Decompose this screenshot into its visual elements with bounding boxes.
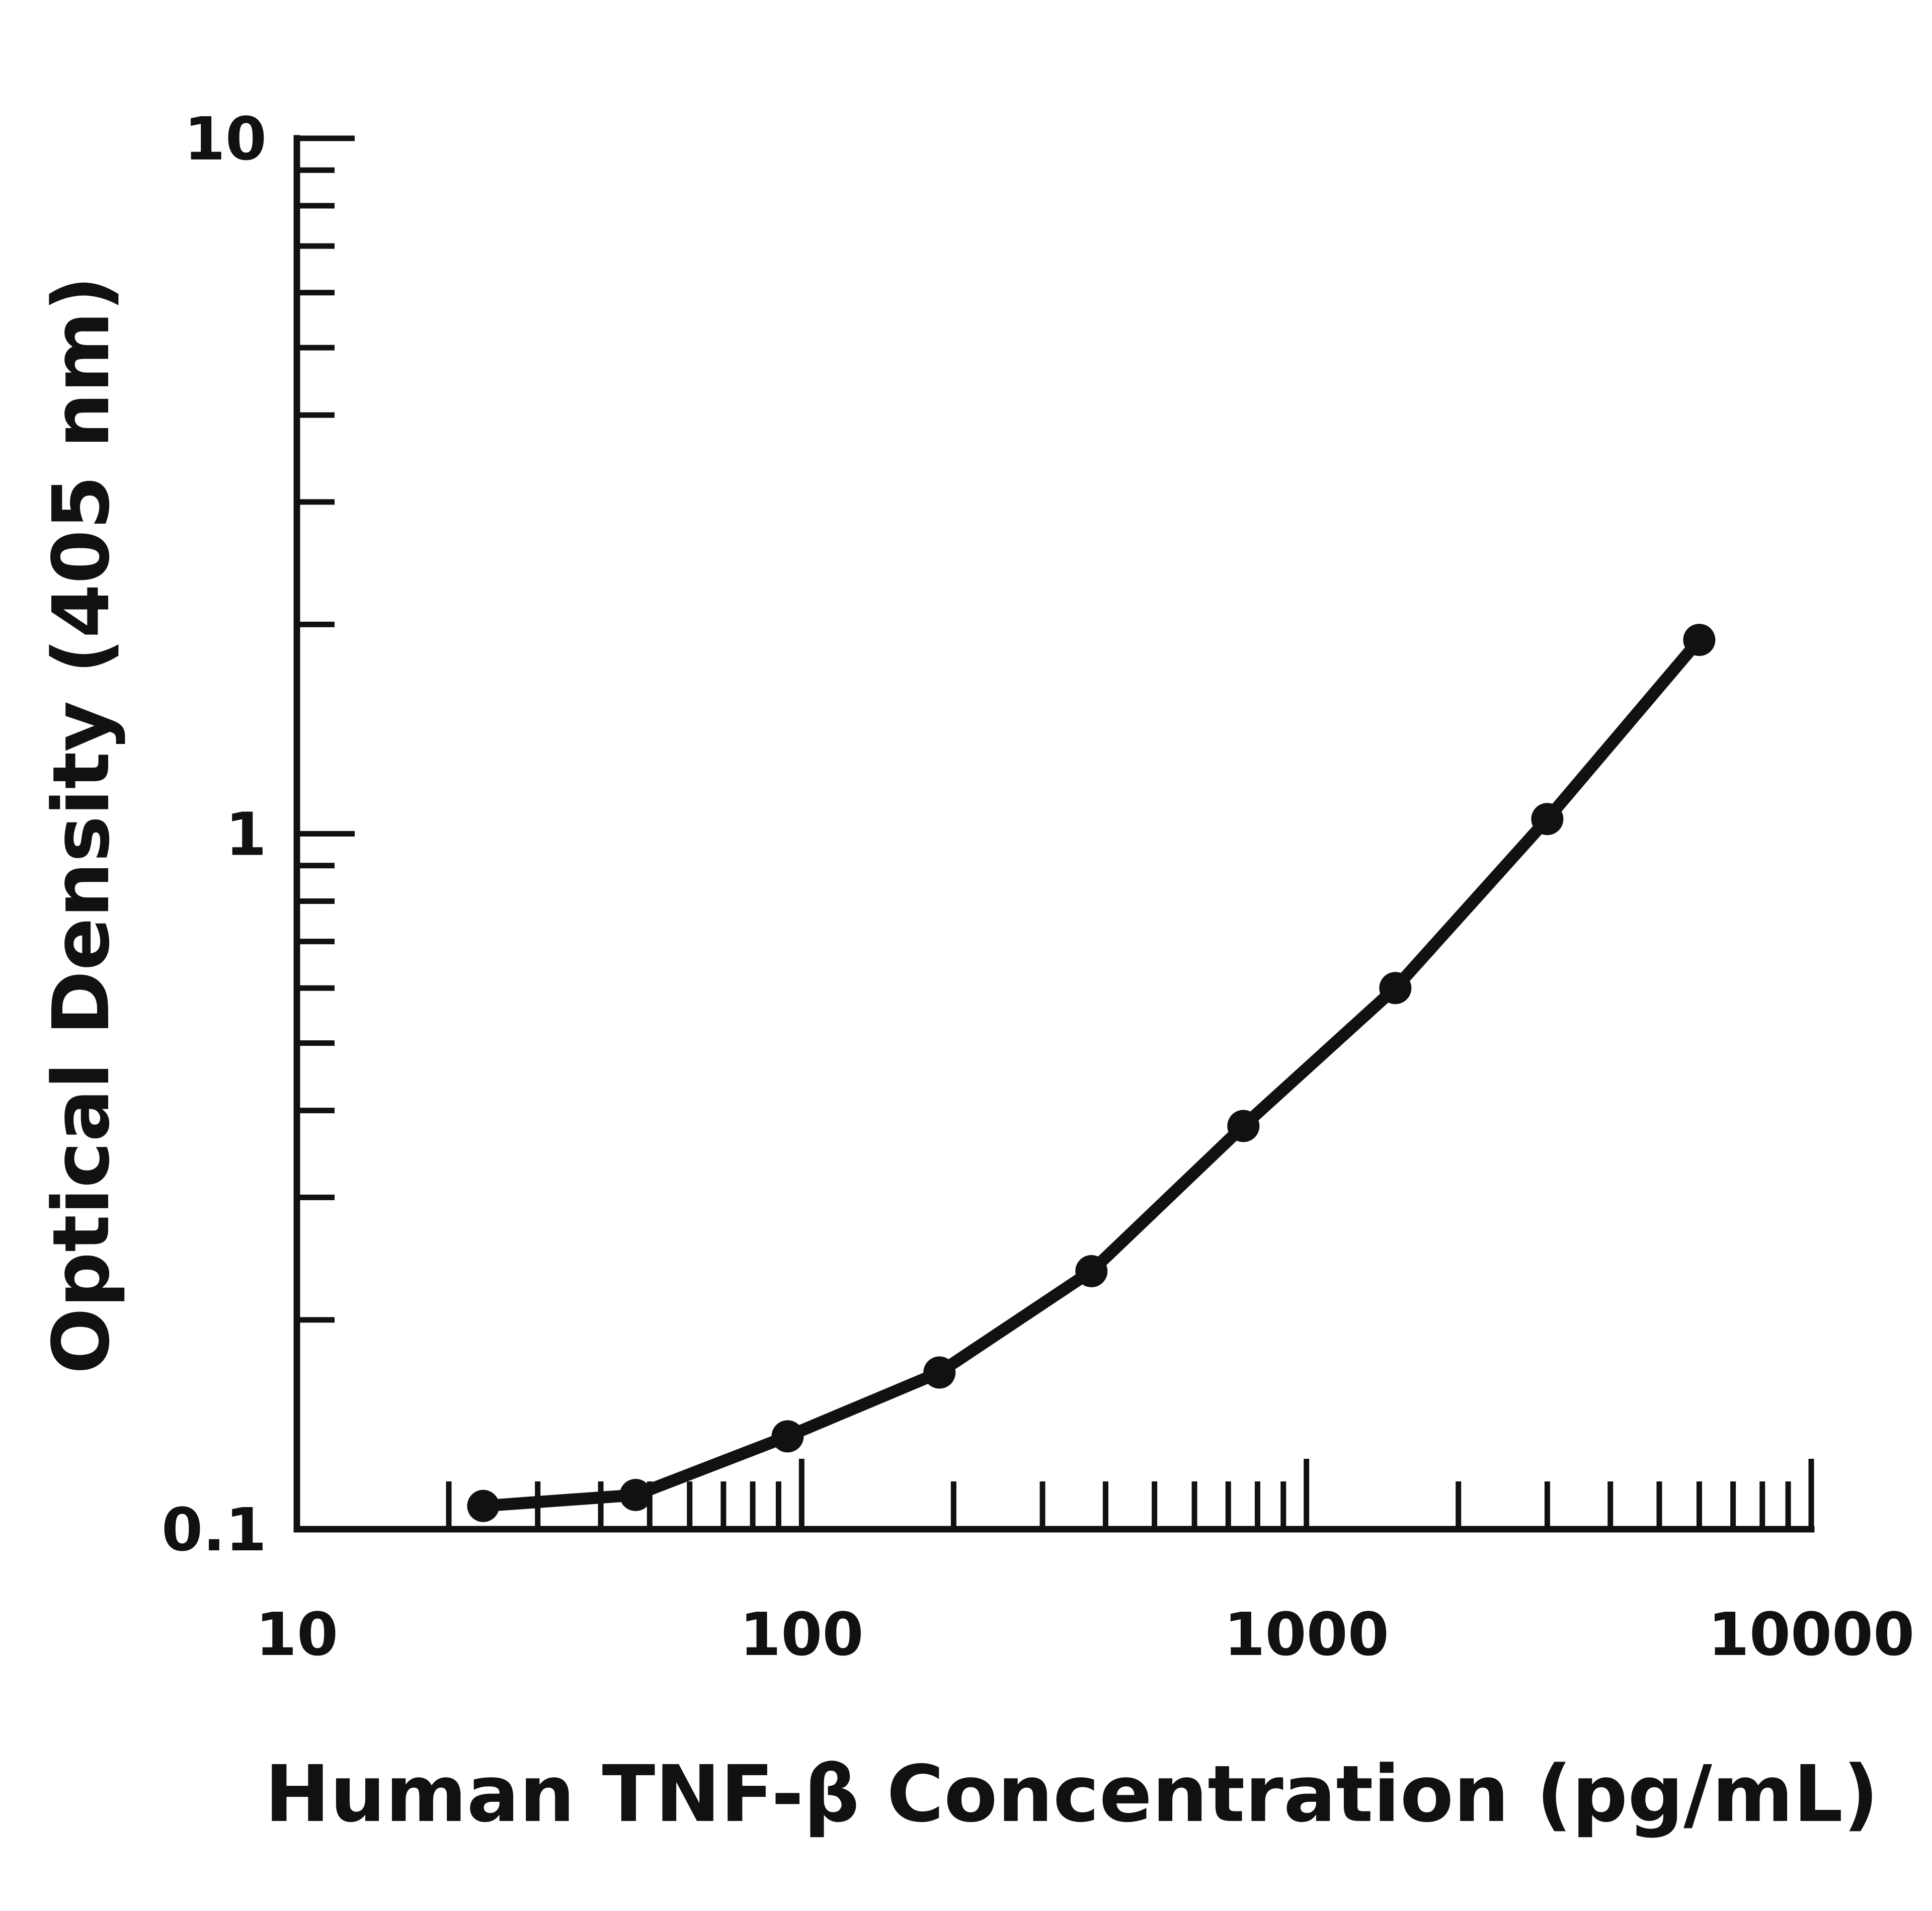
x-tick-label: 100 xyxy=(740,1600,863,1669)
y-tick-label: 10 xyxy=(184,104,267,174)
data-point xyxy=(771,1420,804,1453)
y-tick-label: 1 xyxy=(225,800,267,869)
data-point xyxy=(1531,803,1564,836)
x-tick-label: 10000 xyxy=(1708,1600,1915,1669)
data-point xyxy=(1683,624,1716,656)
data-point xyxy=(1379,972,1412,1005)
y-tick-label: 0.1 xyxy=(162,1495,267,1564)
tick-labels: 10 100 1000 10000 0.1 1 10 xyxy=(162,104,1914,1669)
x-tick-label: 1000 xyxy=(1224,1600,1389,1669)
data-markers xyxy=(467,624,1716,1522)
y-axis-title: Optical Density (405 nm) xyxy=(36,276,127,1374)
x-tick-label: 10 xyxy=(256,1600,338,1669)
data-point xyxy=(619,1478,652,1511)
data-point xyxy=(1075,1255,1108,1287)
x-axis-title: Human TNF-β Concentration (pg/mL) xyxy=(265,1749,1879,1840)
data-point xyxy=(1227,1110,1260,1142)
data-point xyxy=(467,1489,500,1522)
series-line xyxy=(477,634,1706,1512)
data-point xyxy=(923,1356,956,1389)
axis-ticks xyxy=(294,135,1814,1532)
